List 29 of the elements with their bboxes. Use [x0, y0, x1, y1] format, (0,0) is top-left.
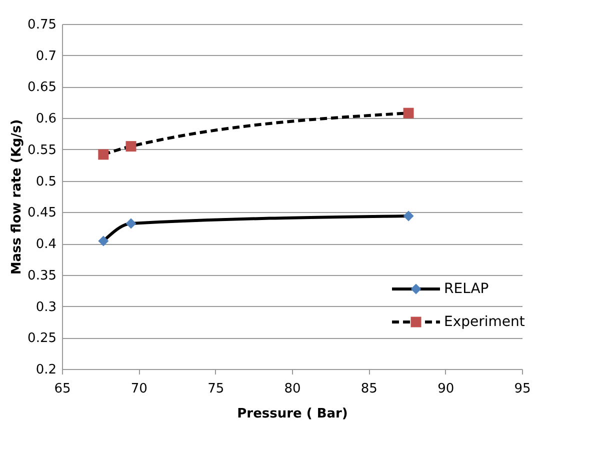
- y-tick-label: 0.35: [28, 268, 56, 284]
- y-tick-label: 0.7: [36, 48, 56, 64]
- y-tick-label: 0.3: [36, 300, 56, 315]
- y-tick-label: 0.55: [28, 142, 56, 158]
- point: [126, 141, 136, 152]
- x-tick-label: 80: [284, 382, 301, 396]
- x-axis-title: Pressure ( Bar): [237, 406, 348, 422]
- y-tick-label: 0.4: [36, 237, 56, 252]
- y-tick-label: 0.75: [28, 18, 56, 32]
- legend-label: RELAP: [444, 281, 489, 297]
- y-tick-label: 0.2: [36, 362, 56, 378]
- point: [98, 149, 109, 160]
- y-tick-label: 0.5: [36, 174, 56, 190]
- x-tick-label: 85: [360, 382, 378, 396]
- x-tick-label: 95: [514, 382, 531, 396]
- x-tick-label: 75: [208, 382, 224, 396]
- legend-label: Experiment: [444, 314, 526, 330]
- y-tick-label: 0.6: [36, 112, 56, 127]
- point: [98, 236, 109, 246]
- point: [126, 218, 136, 229]
- point: [403, 210, 414, 222]
- x-tick-label: 90: [438, 382, 454, 396]
- x-tick-label: 70: [130, 382, 148, 396]
- y-tick-label: 0.45: [28, 206, 56, 221]
- point: [403, 108, 414, 118]
- y-tick-label: 0.25: [28, 331, 56, 346]
- y-axis-title: Mass flow rate (Kg/s): [10, 119, 25, 275]
- x-tick-label: 65: [54, 382, 71, 396]
- y-tick-label: 0.65: [28, 80, 56, 96]
